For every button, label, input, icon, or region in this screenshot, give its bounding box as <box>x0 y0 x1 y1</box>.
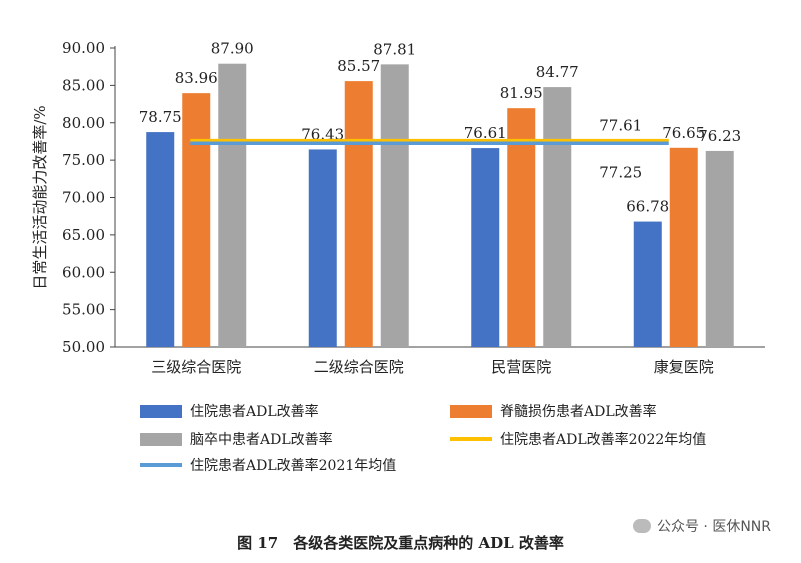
category-label: 三级综合医院 <box>151 358 241 376</box>
bar <box>308 149 337 347</box>
watermark: 公众号 · 医休NNR <box>632 516 771 536</box>
legend-item-stroke: 脑卒中患者ADL改善率 <box>140 430 333 448</box>
legend-label-inpatient: 住院患者ADL改善率 <box>190 404 319 420</box>
data-label: 87.81 <box>373 40 416 58</box>
figure-caption: 图 17 各级各类医院及重点病种的 ADL 改善率 <box>237 534 564 552</box>
legend-item-mean-2021: 住院患者ADL改善率2021年均值 <box>140 456 396 474</box>
legend-item-spinal: 脊髓损伤患者ADL改善率 <box>450 402 657 420</box>
data-label: 76.23 <box>698 127 741 145</box>
y-tick-label: 55.00 <box>62 301 105 319</box>
reference-line-label: 77.61 <box>599 117 642 135</box>
bar <box>669 147 698 347</box>
legend-swatch-stroke <box>140 432 182 446</box>
legend-label-mean-2022: 住院患者ADL改善率2022年均值 <box>500 432 707 448</box>
y-tick-label: 65.00 <box>62 226 105 244</box>
bar-chart: 50.00 55.00 60.00 65.00 70.00 75.00 80.00 85.00… <box>31 39 765 376</box>
bar <box>507 108 536 347</box>
data-label: 66.78 <box>626 198 669 216</box>
category-label: 二级综合医院 <box>314 358 404 376</box>
bar <box>543 87 572 348</box>
y-tick-label: 50.00 <box>62 338 105 356</box>
data-label: 81.95 <box>500 84 543 102</box>
bar <box>705 150 734 347</box>
data-label: 76.61 <box>464 124 507 142</box>
wechat-icon <box>632 519 651 533</box>
reference-line-label: 77.25 <box>599 163 642 181</box>
y-axis-label: 日常生活活动能力改善率/% <box>31 105 49 289</box>
y-tick-label: 85.00 <box>62 76 105 94</box>
data-label: 84.77 <box>536 63 579 81</box>
legend-swatch-inpatient <box>140 404 182 418</box>
bar <box>182 93 211 347</box>
legend-item-inpatient: 住院患者ADL改善率 <box>140 402 319 420</box>
bar <box>146 132 175 347</box>
legend-label-mean-2021: 住院患者ADL改善率2021年均值 <box>190 458 397 474</box>
legend-label-spinal: 脊髓损伤患者ADL改善率 <box>500 404 657 420</box>
watermark-text: 公众号 · 医休NNR <box>656 519 771 535</box>
legend-swatch-spinal <box>450 404 492 418</box>
bar <box>471 148 500 347</box>
legend: 住院患者ADL改善率 脊髓损伤患者ADL改善率 脑卒中患者ADL改善率 住院患者… <box>140 400 760 480</box>
legend-label-stroke: 脑卒中患者ADL改善率 <box>190 432 333 448</box>
data-label: 76.65 <box>662 124 705 142</box>
y-tick-label: 70.00 <box>62 189 105 207</box>
bar <box>218 63 247 347</box>
y-tick-label: 80.00 <box>62 114 105 132</box>
bar <box>344 81 373 347</box>
legend-swatch-mean-2022 <box>450 437 492 441</box>
y-tick-label: 90.00 <box>62 39 105 57</box>
data-label: 87.90 <box>211 40 254 58</box>
bar <box>380 64 409 348</box>
category-label: 康复医院 <box>654 358 714 376</box>
data-label: 85.57 <box>337 57 380 75</box>
legend-swatch-mean-2021 <box>140 463 182 467</box>
y-tick-label: 60.00 <box>62 263 105 281</box>
legend-item-mean-2022: 住院患者ADL改善率2022年均值 <box>450 430 706 448</box>
data-label: 78.75 <box>139 108 182 126</box>
bar <box>633 221 662 347</box>
category-label: 民营医院 <box>491 358 551 376</box>
data-label: 83.96 <box>175 69 218 87</box>
y-tick-label: 75.00 <box>62 151 105 169</box>
